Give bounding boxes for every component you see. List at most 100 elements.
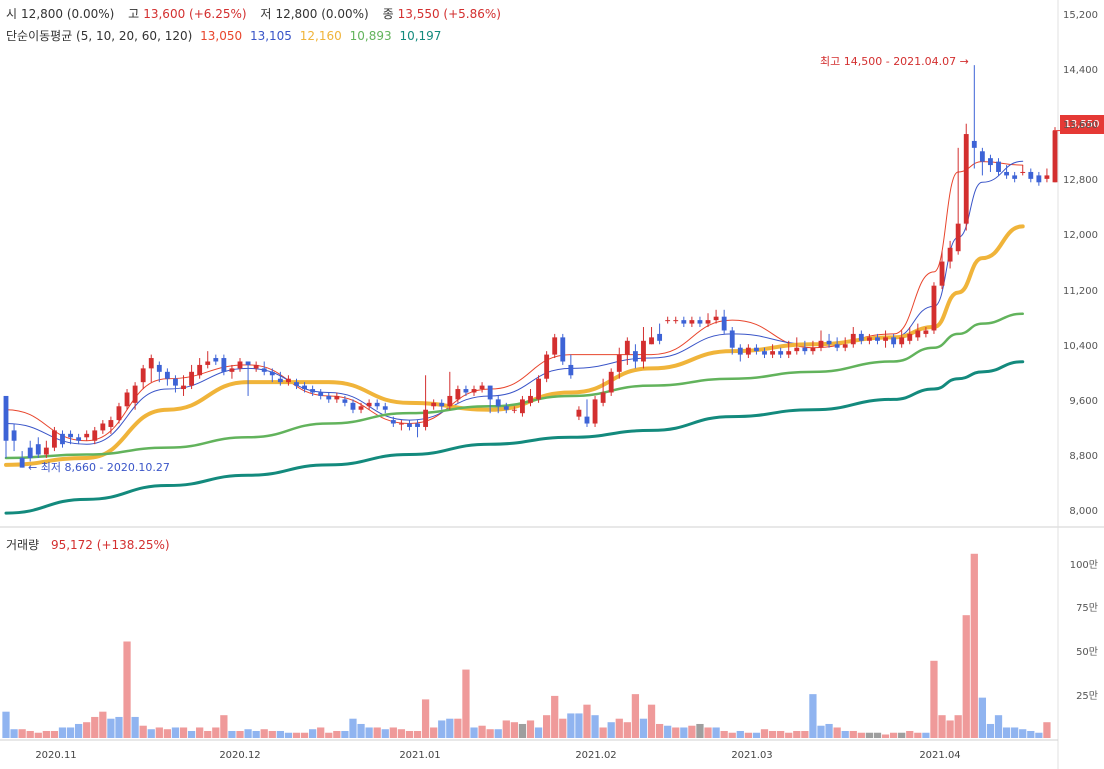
volume-bar [155,727,163,738]
volume-bar [672,727,680,738]
candle-body [996,161,1001,172]
volume-bar [212,727,220,738]
candle-body [76,437,82,441]
candle-body [229,368,235,372]
candle-body [19,457,25,468]
candle-body [366,402,372,407]
high-label: 고 [128,7,140,21]
volume-bar [857,732,865,738]
candle-body [899,337,905,345]
volume-bar [308,729,317,738]
candle-body [398,423,404,425]
candle-body [431,402,437,407]
volume-bar [341,730,349,738]
candle-body [568,364,574,376]
candle-body [915,330,921,338]
volume-bar [187,730,196,738]
volume-bar [615,718,623,738]
volume-bar [462,669,470,738]
candle-body [641,340,646,362]
candle-body [318,392,324,396]
candle-body [221,358,227,372]
candle-body [479,385,485,390]
current-price-tag: 13,550 [1060,115,1104,134]
candle-body [302,385,307,390]
volume-bar [986,723,995,738]
volume-bar [18,729,26,738]
price-ytick: 12,000 [1063,230,1098,242]
volume-bar [381,729,389,738]
candle-body [197,364,203,376]
volume-bar [373,727,381,738]
candle-body [939,261,945,286]
volume-bar [599,727,607,738]
candle-body [866,337,872,341]
volume-bar [559,718,567,738]
candle-body [754,347,759,352]
volume-bar [970,553,978,738]
candle-body [608,371,614,393]
candle-body [584,416,590,424]
candle-body [552,337,558,355]
candle-body [116,406,122,421]
volume-bar [405,730,414,738]
volume-bar [696,723,704,738]
volume-bar [518,723,527,738]
volume-bar [486,729,494,738]
volume-bar [664,725,672,738]
volume-bar [680,727,688,738]
volume-bar [252,730,260,738]
volume-bar [438,720,446,738]
volume-bar [930,660,938,738]
candle-body [173,378,178,386]
candle-body [205,361,211,365]
volume-bar [575,713,583,738]
candle-body [269,371,275,376]
candle-body [423,409,429,427]
low-annotation: ← 최저 8,660 - 2020.10.27 [28,461,170,474]
candle-body [1036,175,1042,183]
volume-bar [833,727,841,738]
volume-bar [413,730,422,738]
candle-body [342,399,348,403]
candle-body [35,444,41,455]
volume-bar [865,732,874,738]
volume-bar [123,641,131,738]
candle-body [27,447,33,458]
price-ytick: 8,000 [1069,506,1098,518]
volume-bar [34,732,42,738]
volume-bar [631,694,640,738]
volume-bar [430,727,438,738]
volume-bar [83,722,91,738]
volume-bar [954,715,962,738]
candle-body [810,347,816,352]
volume-bar [567,713,575,738]
ma10-value: 13,105 [249,29,292,43]
volume-ytick: 50만 [1076,647,1098,659]
candle-body [762,351,767,355]
candle-body [92,430,98,441]
x-tick: 2020.12 [219,750,261,761]
volume-bar [898,732,906,738]
volume-bar [333,730,341,738]
candle-body [447,395,453,407]
volume-bar [906,730,914,738]
candle-body [1028,171,1034,179]
volume-bar [325,732,333,738]
volume-bar [228,730,236,738]
volume-bar [760,729,769,738]
volume-bar [817,725,825,738]
volume-bar [74,723,83,738]
candle-body [963,134,969,224]
volume-bar [785,732,793,738]
candle-body [124,392,130,407]
volume-bar [801,730,809,738]
volume-bar [1043,722,1051,738]
price-ytick: 12,800 [1063,175,1098,187]
ma20-value: 12,160 [299,29,342,43]
volume-bar [849,730,857,738]
volume-bar [99,711,107,738]
volume-bar [591,715,599,738]
price-ytick: 13,600 [1063,120,1098,132]
